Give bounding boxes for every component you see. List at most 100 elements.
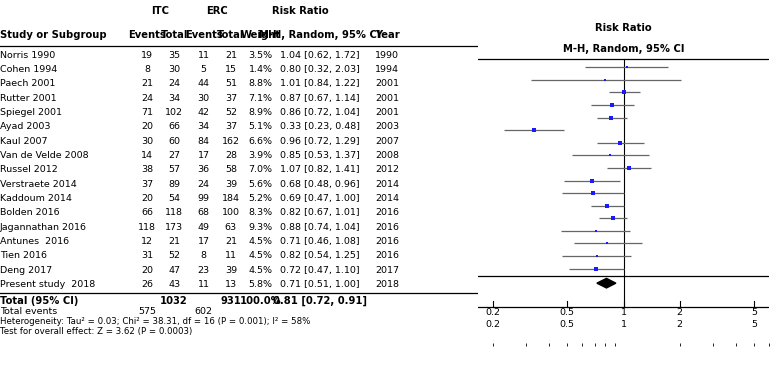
Text: Antunes  2016: Antunes 2016	[0, 237, 69, 246]
Text: 118: 118	[138, 223, 156, 232]
Text: Verstraete 2014: Verstraete 2014	[0, 180, 77, 189]
Text: Weight: Weight	[241, 30, 280, 39]
Text: 23: 23	[197, 266, 210, 275]
Text: 0.80 [0.32, 2.03]: 0.80 [0.32, 2.03]	[280, 65, 360, 74]
Text: Events: Events	[128, 30, 166, 39]
Text: 7.0%: 7.0%	[249, 165, 273, 174]
Polygon shape	[597, 278, 616, 288]
Text: Study or Subgroup: Study or Subgroup	[0, 30, 106, 39]
Text: 102: 102	[166, 108, 183, 117]
Text: 100: 100	[222, 208, 240, 217]
Text: 34: 34	[168, 94, 180, 103]
Text: 12: 12	[141, 237, 153, 246]
Text: 2008: 2008	[375, 151, 399, 160]
Text: Present study  2018: Present study 2018	[0, 280, 96, 289]
Text: 2012: 2012	[375, 165, 399, 174]
Text: Kaul 2007: Kaul 2007	[0, 137, 47, 146]
Text: Year: Year	[375, 30, 399, 39]
Text: 34: 34	[197, 123, 210, 131]
Text: Tien 2016: Tien 2016	[0, 251, 47, 260]
Text: 184: 184	[222, 194, 240, 203]
Text: 21: 21	[225, 51, 237, 60]
Text: 3.9%: 3.9%	[249, 151, 273, 160]
Text: 15: 15	[225, 65, 237, 74]
Text: 31: 31	[141, 251, 153, 260]
Text: 37: 37	[225, 123, 237, 131]
Text: 2016: 2016	[375, 237, 399, 246]
Text: 0.33 [0.23, 0.48]: 0.33 [0.23, 0.48]	[280, 123, 360, 131]
Text: 5.8%: 5.8%	[249, 280, 273, 289]
Text: 26: 26	[141, 280, 153, 289]
Text: 47: 47	[168, 266, 180, 275]
Text: 5.1%: 5.1%	[249, 123, 273, 131]
Text: 35: 35	[168, 51, 180, 60]
Text: Total (95% CI): Total (95% CI)	[0, 296, 78, 306]
Text: 1.07 [0.82, 1.41]: 1.07 [0.82, 1.41]	[280, 165, 360, 174]
Text: 17: 17	[198, 151, 210, 160]
Text: 0.72 [0.47, 1.10]: 0.72 [0.47, 1.10]	[280, 266, 360, 275]
Text: 52: 52	[225, 108, 237, 117]
Text: 0.68 [0.48, 0.96]: 0.68 [0.48, 0.96]	[280, 180, 360, 189]
Text: 54: 54	[168, 194, 180, 203]
Text: 6.6%: 6.6%	[249, 137, 273, 146]
Text: Test for overall effect: Z = 3.62 (P = 0.0003): Test for overall effect: Z = 3.62 (P = 0…	[0, 327, 192, 336]
Text: 8: 8	[144, 65, 150, 74]
Text: 0.82 [0.54, 1.25]: 0.82 [0.54, 1.25]	[280, 251, 360, 260]
Text: 575: 575	[138, 307, 156, 316]
Text: 39: 39	[225, 266, 237, 275]
Text: 30: 30	[168, 65, 180, 74]
Text: 8: 8	[200, 251, 207, 260]
Text: Ayad 2003: Ayad 2003	[0, 123, 51, 131]
Text: 100.0%: 100.0%	[239, 296, 281, 306]
Text: 0.86 [0.72, 1.04]: 0.86 [0.72, 1.04]	[280, 108, 360, 117]
Text: Total: Total	[161, 30, 188, 39]
Text: Events: Events	[185, 30, 223, 39]
Text: 17: 17	[198, 237, 210, 246]
Text: 1.04 [0.62, 1.72]: 1.04 [0.62, 1.72]	[280, 51, 360, 60]
Text: 60: 60	[168, 137, 180, 146]
Text: 2017: 2017	[375, 266, 399, 275]
Text: 1: 1	[621, 320, 626, 329]
Text: 0.88 [0.74, 1.04]: 0.88 [0.74, 1.04]	[280, 223, 360, 232]
Text: Kaddoum 2014: Kaddoum 2014	[0, 194, 72, 203]
Text: Cohen 1994: Cohen 1994	[0, 65, 57, 74]
Text: Heterogeneity: Tau² = 0.03; Chi² = 38.31, df = 16 (P = 0.001); I² = 58%: Heterogeneity: Tau² = 0.03; Chi² = 38.31…	[0, 317, 310, 326]
Text: 1.01 [0.84, 1.22]: 1.01 [0.84, 1.22]	[280, 79, 360, 89]
Text: 2016: 2016	[375, 208, 399, 217]
Text: 4.5%: 4.5%	[249, 237, 273, 246]
Text: 2001: 2001	[375, 108, 399, 117]
Text: 38: 38	[141, 165, 153, 174]
Text: M-H, Random, 95% CI: M-H, Random, 95% CI	[563, 44, 685, 55]
Text: 4.5%: 4.5%	[249, 251, 273, 260]
Text: Risk Ratio: Risk Ratio	[272, 6, 329, 15]
Text: 0.69 [0.47, 1.00]: 0.69 [0.47, 1.00]	[280, 194, 360, 203]
Text: Jagannathan 2016: Jagannathan 2016	[0, 223, 87, 232]
Text: 5: 5	[751, 308, 757, 317]
Text: 118: 118	[166, 208, 183, 217]
Text: 0.71 [0.46, 1.08]: 0.71 [0.46, 1.08]	[280, 237, 360, 246]
Text: 42: 42	[198, 108, 210, 117]
Text: Rutter 2001: Rutter 2001	[0, 94, 57, 103]
Text: 2003: 2003	[375, 123, 399, 131]
Text: 2: 2	[677, 308, 683, 317]
Text: Risk Ratio: Risk Ratio	[595, 23, 652, 33]
Text: 24: 24	[141, 94, 153, 103]
Text: 89: 89	[168, 180, 180, 189]
Text: 66: 66	[168, 123, 180, 131]
Text: 36: 36	[197, 165, 210, 174]
Text: 9.3%: 9.3%	[249, 223, 273, 232]
Text: Total: Total	[218, 30, 245, 39]
Text: 0.2: 0.2	[486, 320, 500, 329]
Text: 1.4%: 1.4%	[249, 65, 273, 74]
Text: 8.3%: 8.3%	[249, 208, 273, 217]
Text: 2016: 2016	[375, 223, 399, 232]
Text: ERC: ERC	[207, 6, 228, 15]
Text: 71: 71	[141, 108, 153, 117]
Text: Spiegel 2001: Spiegel 2001	[0, 108, 62, 117]
Text: 5: 5	[751, 320, 757, 329]
Text: 21: 21	[168, 237, 180, 246]
Text: 44: 44	[198, 79, 210, 89]
Text: 2: 2	[677, 320, 683, 329]
Text: 0.5: 0.5	[559, 308, 575, 317]
Text: 20: 20	[141, 194, 153, 203]
